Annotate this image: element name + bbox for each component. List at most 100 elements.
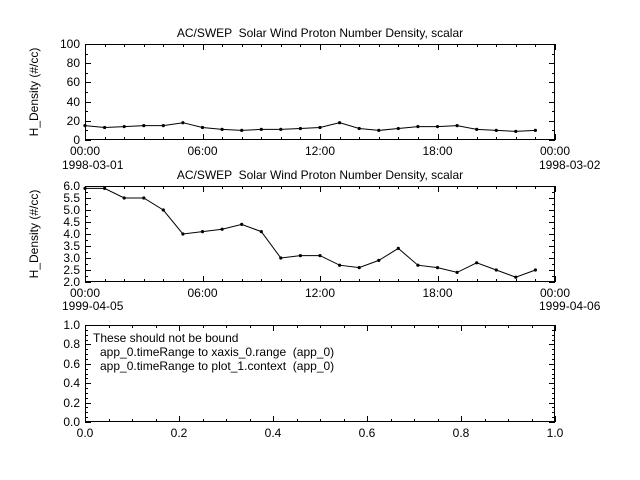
plot-border bbox=[85, 186, 555, 282]
plot1-title: AC/SWEP Solar Wind Proton Number Density… bbox=[176, 26, 464, 40]
y-tick-label: 0.4 bbox=[63, 376, 80, 391]
y-tick-label: 0.8 bbox=[63, 337, 80, 352]
data-point bbox=[416, 125, 420, 129]
data-point bbox=[259, 127, 263, 131]
data-point bbox=[298, 126, 302, 131]
data-point bbox=[279, 127, 283, 131]
data-point bbox=[220, 127, 224, 131]
y-tick-label: 3.5 bbox=[63, 239, 80, 253]
plot1-end-date-label: 1998-03-02 bbox=[539, 158, 601, 172]
data-point bbox=[533, 128, 537, 132]
plot1-area[interactable]: 00:00 06:00 12:00 18:00 00:00 0 20 40 60 80 100 bbox=[60, 37, 570, 158]
data-point bbox=[377, 128, 381, 132]
annotation-line-2: app_0.timeRange to xaxis_0.range (app_0) bbox=[100, 345, 335, 359]
plot-svg bbox=[85, 325, 556, 423]
data-series-line bbox=[84, 122, 536, 132]
data-point bbox=[377, 258, 381, 262]
x-tick-label: 0.6 bbox=[358, 426, 376, 440]
data-point bbox=[279, 256, 283, 260]
y-tick-label: 4.0 bbox=[63, 227, 80, 241]
data-point bbox=[435, 125, 440, 129]
x-tick-label: 00:00 bbox=[539, 144, 571, 158]
plot2-start-date-label: 1999-04-05 bbox=[62, 299, 124, 313]
data-point bbox=[396, 126, 400, 131]
data-point bbox=[338, 263, 342, 267]
y-tick-label: 80 bbox=[66, 56, 80, 71]
y-tick-label: 0.2 bbox=[63, 395, 80, 410]
plot-border bbox=[85, 325, 555, 422]
plot3-area[interactable]: These should not be bound app_0.timeRang… bbox=[63, 318, 563, 440]
data-point bbox=[494, 128, 498, 132]
data-point bbox=[122, 125, 126, 129]
data-point bbox=[357, 126, 361, 131]
plot1-start-date-label: 1998-03-01 bbox=[62, 158, 124, 172]
data-point bbox=[475, 261, 479, 265]
data-point bbox=[514, 129, 518, 133]
y-tick-label: 100 bbox=[59, 37, 80, 51]
data-point bbox=[357, 266, 361, 270]
y-tick-label: 20 bbox=[66, 113, 80, 128]
data-point bbox=[259, 230, 263, 234]
x-tick-label: 18:00 bbox=[422, 286, 453, 300]
data-point bbox=[103, 186, 107, 190]
plot-svg bbox=[83, 44, 556, 141]
y-tick-label: 5.5 bbox=[63, 191, 80, 205]
y-tick-label: 0.0 bbox=[63, 415, 80, 429]
plot3-annotation: These should not be bound app_0.timeRang… bbox=[93, 331, 334, 373]
data-point bbox=[318, 254, 322, 258]
plot-svg bbox=[83, 186, 556, 283]
x-tick-label: 00:00 bbox=[539, 286, 571, 300]
plot2-area[interactable]: 00:00 06:00 12:00 18:00 00:00 2.0 2.5 3.0 3.5 4.0… bbox=[63, 179, 570, 300]
data-point bbox=[455, 270, 459, 274]
data-point bbox=[181, 121, 185, 125]
data-point bbox=[103, 125, 107, 130]
x-tick-label: 1.0 bbox=[546, 426, 564, 440]
y-tick-label: 1.0 bbox=[63, 318, 80, 332]
annotation-line-1: These should not be bound bbox=[93, 331, 239, 345]
data-point bbox=[435, 266, 440, 270]
data-series-line bbox=[85, 187, 536, 278]
data-point bbox=[338, 121, 342, 125]
x-tick-label: 0.0 bbox=[76, 426, 94, 440]
y-tick-label: 4.5 bbox=[63, 215, 80, 229]
data-point bbox=[533, 268, 537, 272]
axis-ticks bbox=[85, 186, 556, 283]
data-point bbox=[161, 208, 165, 212]
data-point bbox=[220, 227, 224, 231]
y-tick-label: 2.0 bbox=[63, 275, 80, 289]
x-tick-label: 06:00 bbox=[187, 286, 218, 300]
data-point bbox=[83, 186, 87, 190]
data-point bbox=[142, 124, 146, 128]
data-point bbox=[298, 254, 302, 258]
data-point bbox=[240, 128, 244, 132]
y-tick-label: 6.0 bbox=[63, 179, 80, 193]
x-tick-label: 0.4 bbox=[264, 426, 282, 440]
plot-border bbox=[85, 44, 555, 140]
x-tick-label: 0.2 bbox=[170, 426, 188, 440]
data-point bbox=[142, 196, 146, 200]
data-point bbox=[200, 230, 205, 234]
data-point bbox=[181, 232, 185, 236]
x-tick-label: 18:00 bbox=[422, 144, 453, 158]
x-tick-label: 0.8 bbox=[452, 426, 470, 440]
data-point bbox=[122, 196, 126, 200]
y-tick-label: 3.0 bbox=[63, 251, 80, 265]
data-point bbox=[455, 124, 459, 128]
data-point bbox=[240, 222, 244, 226]
data-point bbox=[475, 127, 479, 131]
data-point bbox=[494, 268, 498, 272]
x-tick-label: 12:00 bbox=[304, 144, 336, 158]
y-tick-label: 40 bbox=[66, 94, 80, 109]
data-point bbox=[396, 246, 400, 250]
data-point bbox=[514, 275, 518, 279]
x-tick-label: 00:00 bbox=[69, 144, 101, 158]
axis-ticks bbox=[85, 325, 556, 423]
data-point bbox=[161, 124, 165, 128]
y-tick-label: 0.6 bbox=[63, 356, 80, 371]
y-tick-label: 5.0 bbox=[63, 203, 80, 217]
y-tick-label: 0 bbox=[73, 133, 80, 147]
plot2-end-date-label: 1999-04-06 bbox=[539, 299, 601, 313]
y-tick-label: 2.5 bbox=[63, 263, 80, 277]
data-point bbox=[200, 125, 205, 130]
